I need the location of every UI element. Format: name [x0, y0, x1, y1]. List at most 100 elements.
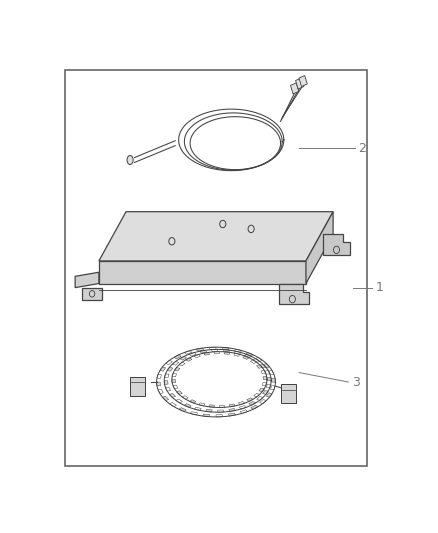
Polygon shape	[257, 397, 263, 400]
Polygon shape	[229, 408, 235, 411]
Polygon shape	[99, 261, 306, 284]
Polygon shape	[216, 415, 223, 417]
Polygon shape	[164, 381, 168, 384]
Polygon shape	[158, 389, 163, 393]
Polygon shape	[218, 410, 224, 412]
Polygon shape	[190, 411, 198, 415]
Polygon shape	[174, 367, 180, 371]
Polygon shape	[177, 391, 182, 394]
Polygon shape	[266, 393, 272, 397]
Polygon shape	[165, 374, 169, 377]
FancyBboxPatch shape	[130, 377, 145, 395]
Polygon shape	[156, 382, 160, 386]
Polygon shape	[243, 356, 249, 359]
Polygon shape	[260, 399, 266, 404]
Polygon shape	[189, 352, 196, 356]
Polygon shape	[263, 364, 269, 368]
Polygon shape	[262, 383, 267, 386]
Polygon shape	[263, 391, 268, 394]
Polygon shape	[209, 347, 216, 350]
Polygon shape	[266, 384, 271, 388]
Polygon shape	[194, 407, 201, 410]
Bar	[296, 78, 304, 89]
Polygon shape	[206, 409, 212, 412]
Polygon shape	[251, 360, 257, 364]
Polygon shape	[179, 362, 185, 366]
Polygon shape	[172, 379, 176, 383]
Polygon shape	[166, 360, 172, 365]
Polygon shape	[157, 374, 162, 378]
Polygon shape	[160, 367, 166, 371]
Bar	[299, 76, 307, 86]
Polygon shape	[170, 393, 176, 398]
Polygon shape	[182, 395, 188, 399]
Polygon shape	[260, 364, 266, 368]
Polygon shape	[244, 354, 251, 358]
Polygon shape	[170, 402, 177, 407]
Polygon shape	[174, 355, 181, 359]
Polygon shape	[203, 414, 210, 417]
Polygon shape	[261, 370, 266, 374]
Text: 1: 1	[375, 281, 383, 294]
Polygon shape	[196, 348, 204, 351]
Circle shape	[248, 225, 254, 232]
Polygon shape	[224, 352, 230, 354]
Polygon shape	[234, 349, 242, 352]
Ellipse shape	[127, 156, 133, 165]
Polygon shape	[247, 398, 253, 401]
Polygon shape	[199, 403, 205, 406]
Polygon shape	[272, 378, 276, 382]
Polygon shape	[167, 367, 173, 371]
Polygon shape	[179, 408, 186, 411]
Polygon shape	[306, 212, 333, 284]
Polygon shape	[176, 399, 182, 403]
Text: 3: 3	[352, 376, 360, 389]
Circle shape	[220, 220, 226, 228]
Polygon shape	[234, 351, 241, 354]
Polygon shape	[255, 357, 262, 361]
Polygon shape	[186, 358, 192, 361]
Polygon shape	[209, 405, 215, 407]
Text: 2: 2	[359, 142, 367, 155]
Polygon shape	[259, 388, 264, 392]
Polygon shape	[172, 373, 177, 377]
Bar	[65, 70, 367, 466]
Polygon shape	[270, 386, 275, 390]
Polygon shape	[223, 350, 230, 352]
Polygon shape	[229, 404, 235, 407]
Polygon shape	[251, 405, 258, 409]
Polygon shape	[246, 352, 253, 357]
Polygon shape	[173, 385, 178, 389]
Circle shape	[169, 238, 175, 245]
Polygon shape	[162, 396, 169, 401]
Bar	[290, 83, 299, 94]
Polygon shape	[184, 351, 192, 354]
Polygon shape	[194, 354, 200, 358]
Polygon shape	[99, 212, 333, 261]
Polygon shape	[253, 359, 259, 362]
Polygon shape	[212, 350, 218, 352]
Circle shape	[290, 295, 295, 303]
Polygon shape	[239, 406, 246, 409]
Polygon shape	[254, 393, 260, 397]
Polygon shape	[75, 272, 99, 288]
Polygon shape	[180, 356, 187, 360]
Polygon shape	[228, 413, 236, 416]
Polygon shape	[234, 353, 240, 356]
Polygon shape	[173, 361, 179, 365]
Polygon shape	[222, 348, 229, 350]
Circle shape	[89, 290, 95, 297]
Polygon shape	[166, 387, 170, 391]
Polygon shape	[219, 405, 225, 407]
Polygon shape	[267, 377, 271, 381]
FancyBboxPatch shape	[281, 384, 296, 402]
Polygon shape	[249, 401, 255, 405]
Polygon shape	[268, 370, 274, 375]
Polygon shape	[184, 403, 191, 407]
Polygon shape	[200, 350, 207, 353]
Polygon shape	[240, 410, 247, 414]
Polygon shape	[279, 284, 309, 304]
Polygon shape	[265, 370, 270, 374]
Polygon shape	[263, 376, 267, 379]
Circle shape	[333, 246, 339, 254]
